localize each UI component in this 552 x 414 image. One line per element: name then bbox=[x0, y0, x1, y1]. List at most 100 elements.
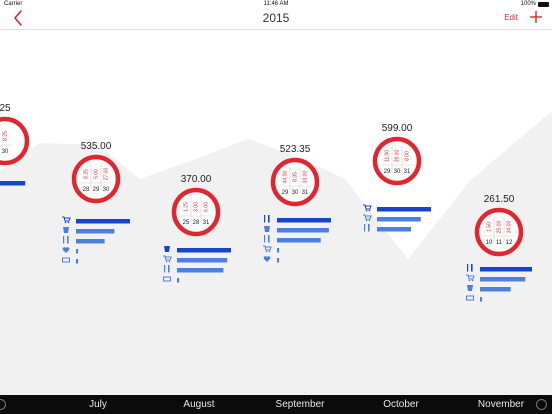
fork-knife-icon bbox=[467, 264, 473, 272]
knife-shape bbox=[168, 265, 170, 273]
cart-wheel bbox=[368, 219, 371, 222]
category-bar bbox=[76, 229, 115, 234]
cart-wheel bbox=[468, 279, 471, 282]
fork-shape bbox=[364, 224, 366, 232]
cart-body bbox=[163, 255, 172, 261]
fork-knife-icon bbox=[264, 235, 270, 243]
clock-label: 11:46 AM bbox=[263, 1, 289, 7]
status-bar: Carrier 11:46 AM 100% bbox=[0, 0, 552, 8]
category-bar bbox=[76, 219, 130, 224]
daily-amount: 6.00 bbox=[203, 202, 209, 212]
category-bar bbox=[277, 218, 331, 223]
cart-wheel bbox=[168, 260, 171, 263]
category-bar bbox=[377, 217, 421, 222]
month-november[interactable]: November bbox=[477, 399, 525, 410]
period-bubble-0: 25 8.25 30 bbox=[0, 103, 30, 186]
knife-shape bbox=[268, 235, 270, 243]
cart-wheel bbox=[67, 221, 70, 224]
month-september[interactable]: September bbox=[275, 399, 325, 410]
month-scroller[interactable]: July August September October November bbox=[0, 395, 552, 414]
category-bar bbox=[76, 259, 79, 264]
day-label: 30 bbox=[103, 187, 110, 193]
category-bar bbox=[177, 278, 180, 283]
daily-amount: 3.00 bbox=[193, 202, 199, 212]
period-total: 523.35 bbox=[280, 144, 311, 155]
daily-amount: 8.35 bbox=[292, 172, 298, 182]
category-bar bbox=[177, 258, 228, 263]
heart-icon bbox=[62, 247, 70, 253]
day-label: 31 bbox=[302, 190, 309, 196]
knife-shape bbox=[368, 224, 370, 232]
knife-shape bbox=[471, 264, 473, 272]
settings-icon[interactable] bbox=[536, 399, 547, 410]
cart-wheel bbox=[265, 250, 268, 253]
ticket-icon bbox=[62, 257, 70, 263]
cart-icon bbox=[363, 204, 372, 212]
category-bar bbox=[480, 277, 526, 282]
period-total: 261.50 bbox=[484, 194, 515, 205]
daily-amount: 1.50 bbox=[486, 222, 492, 232]
cup-icon bbox=[164, 246, 170, 252]
daily-amount: 25.00 bbox=[496, 221, 502, 234]
period-ring bbox=[270, 157, 320, 207]
period-ring bbox=[372, 136, 422, 186]
ticket-shape bbox=[466, 295, 474, 301]
cup-shape bbox=[164, 246, 170, 252]
heart-shape bbox=[62, 247, 70, 253]
category-bar bbox=[0, 181, 26, 186]
day-label: 31 bbox=[404, 169, 411, 175]
daily-amount: 5.00 bbox=[93, 169, 99, 179]
fork-knife-icon bbox=[264, 215, 270, 223]
daily-amount: 44.00 bbox=[282, 171, 288, 184]
day-label: 10 bbox=[486, 240, 493, 246]
heart-icon bbox=[263, 256, 271, 262]
period-ring bbox=[474, 207, 524, 257]
heart-shape bbox=[263, 256, 271, 262]
spending-mountain bbox=[0, 111, 552, 395]
month-july[interactable]: July bbox=[89, 399, 107, 410]
category-bar bbox=[480, 267, 532, 272]
left-scroll-icon[interactable] bbox=[0, 399, 6, 410]
category-bar bbox=[377, 207, 431, 212]
cart-icon bbox=[263, 245, 272, 253]
category-bar bbox=[480, 287, 511, 292]
back-button[interactable] bbox=[10, 8, 28, 28]
cart-icon bbox=[62, 216, 71, 224]
day-label: 30 bbox=[394, 169, 401, 175]
fork-shape bbox=[264, 215, 266, 223]
day-label: 30 bbox=[2, 149, 9, 155]
category-bar bbox=[277, 248, 280, 253]
period-total: 535.00 bbox=[81, 141, 112, 152]
cart-wheel bbox=[268, 250, 271, 253]
category-bar bbox=[277, 258, 280, 263]
day-label: 28 bbox=[83, 187, 90, 193]
edit-button[interactable]: Edit bbox=[504, 13, 518, 22]
day-label: 31 bbox=[203, 220, 210, 226]
category-bar bbox=[177, 248, 231, 253]
add-button[interactable] bbox=[528, 9, 544, 25]
day-label: 29 bbox=[282, 190, 289, 196]
cart-wheel bbox=[365, 219, 368, 222]
chevron-left-icon bbox=[14, 10, 22, 26]
daily-amount: 8.00 bbox=[404, 151, 410, 161]
carrier-label: Carrier bbox=[4, 1, 23, 7]
day-label: 29 bbox=[384, 169, 391, 175]
period-total: 25 bbox=[0, 103, 11, 114]
period-total: 599.00 bbox=[382, 123, 413, 134]
cup-shape bbox=[467, 285, 473, 291]
month-august[interactable]: August bbox=[183, 399, 215, 410]
cart-wheel bbox=[365, 209, 368, 212]
fork-knife-icon bbox=[164, 265, 170, 273]
daily-amount: 11.00 bbox=[384, 150, 390, 162]
cup-shape bbox=[63, 227, 69, 233]
month-october[interactable]: October bbox=[383, 399, 419, 410]
ticket-shape bbox=[163, 276, 171, 282]
battery-icon bbox=[538, 2, 549, 7]
cup-icon bbox=[467, 285, 473, 291]
cup-icon bbox=[264, 226, 270, 232]
daily-amount: 8.25 bbox=[83, 169, 89, 179]
